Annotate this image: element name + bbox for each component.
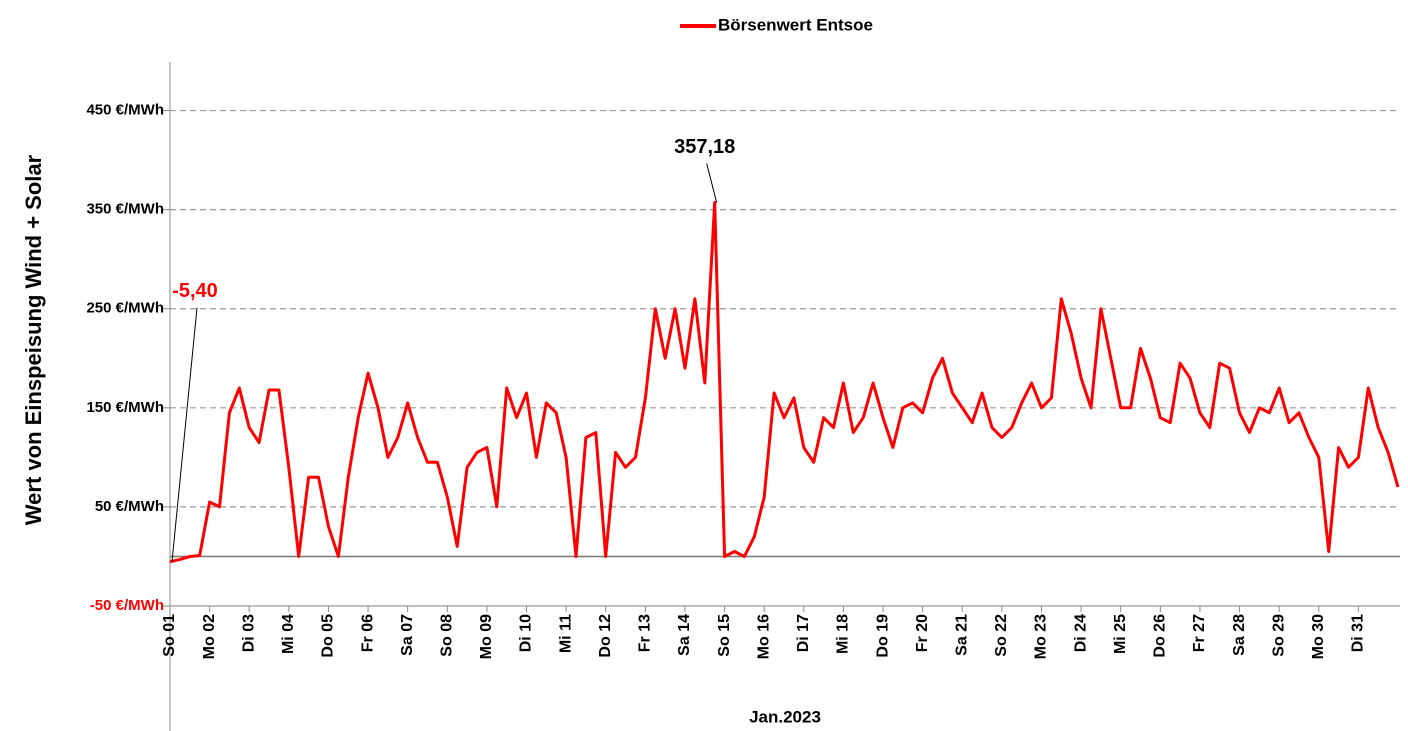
x-tick-label: Mo 16 [755, 614, 772, 659]
x-tick-label: Mo 30 [1310, 614, 1327, 659]
x-tick-label: Mo 02 [201, 614, 218, 659]
annotation-leader [706, 163, 718, 203]
x-tick-label: Mi 25 [1112, 614, 1129, 654]
x-tick-label: So 08 [439, 614, 456, 657]
x-tick-label: Mi 04 [280, 614, 297, 654]
x-tick-label: Do 12 [597, 614, 614, 658]
y-tick-label: 250 €/MWh [86, 300, 164, 317]
x-tick-label: Di 03 [240, 614, 257, 652]
y-tick-label: 450 €/MWh [86, 102, 164, 119]
annotation-label: 357,18 [674, 136, 735, 158]
y-axis-label: Wert von Einspeisung Wind + Solar [21, 154, 46, 525]
x-tick-label: Di 17 [795, 614, 812, 652]
x-tick-label: Mo 09 [478, 614, 495, 659]
x-tick-label: Do 26 [1152, 614, 1169, 658]
x-tick-label: So 01 [161, 614, 178, 657]
x-tick-label: Mi 11 [557, 614, 574, 653]
annotation-label: -5,40 [172, 280, 218, 302]
x-tick-label: Sa 28 [1231, 614, 1248, 656]
x-axis-label: Jan.2023 [749, 707, 821, 726]
y-tick-label: 350 €/MWh [86, 201, 164, 218]
y-tick-label: -50 €/MWh [90, 597, 164, 614]
x-tick-label: So 29 [1270, 614, 1287, 657]
x-tick-label: Mi 18 [835, 614, 852, 654]
legend-label: Börsenwert Entsoe [718, 15, 873, 34]
x-tick-label: Fr 27 [1191, 614, 1208, 652]
y-tick-label: 150 €/MWh [86, 399, 164, 416]
x-tick-label: Do 05 [320, 614, 337, 658]
series-line [169, 201, 1400, 564]
x-tick-label: Fr 06 [359, 614, 376, 652]
x-tick-label: Di 31 [1350, 614, 1367, 652]
x-tick-label: Sa 14 [676, 614, 693, 656]
y-tick-label: 50 €/MWh [95, 498, 164, 515]
x-tick-label: So 22 [993, 614, 1010, 657]
x-tick-label: Sa 21 [953, 614, 970, 656]
x-tick-label: Fr 20 [914, 614, 931, 652]
x-tick-label: Sa 07 [399, 614, 416, 656]
x-tick-label: Di 24 [1072, 614, 1089, 652]
x-tick-label: Di 10 [518, 614, 535, 652]
x-tick-label: So 15 [716, 614, 733, 657]
x-tick-label: Mo 23 [1033, 614, 1050, 659]
annotation-leader [171, 307, 198, 562]
x-tick-label: Do 19 [874, 614, 891, 658]
x-tick-label: Fr 13 [637, 614, 654, 652]
